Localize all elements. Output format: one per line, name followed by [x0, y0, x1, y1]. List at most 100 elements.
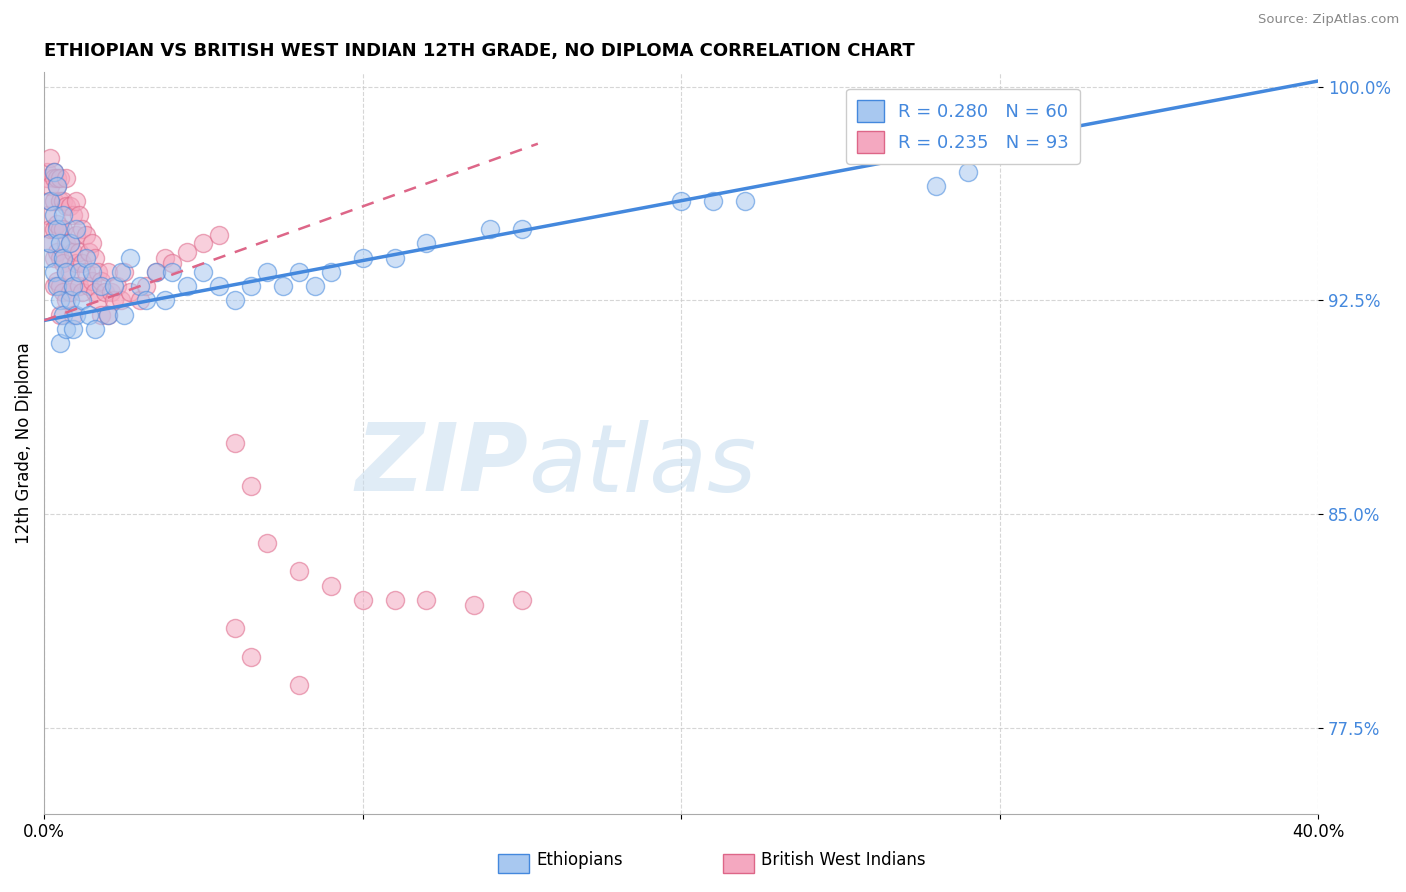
Point — [80, 265, 103, 279]
Point — [75, 265, 97, 279]
Point — [240, 479, 263, 493]
Point — [39, 194, 62, 208]
Point — [65, 256, 87, 270]
Point — [193, 265, 215, 279]
Point — [90, 308, 112, 322]
Point — [288, 265, 311, 279]
Point — [55, 170, 77, 185]
Point — [145, 265, 167, 279]
Point — [49, 251, 72, 265]
Point — [52, 208, 75, 222]
Point — [52, 308, 75, 322]
Point — [67, 208, 90, 222]
Point — [463, 599, 485, 613]
Point — [45, 170, 67, 185]
Point — [45, 179, 67, 194]
Text: Ethiopians: Ethiopians — [536, 851, 623, 869]
Point — [110, 293, 132, 308]
Point — [49, 194, 72, 208]
Point — [352, 592, 374, 607]
Point — [52, 194, 75, 208]
Point — [49, 279, 72, 293]
Point — [58, 236, 80, 251]
Point — [55, 236, 77, 251]
Point — [72, 293, 94, 308]
Point — [208, 279, 231, 293]
Point — [319, 265, 342, 279]
Point — [103, 279, 125, 293]
Point — [55, 265, 77, 279]
Point — [37, 251, 59, 265]
Point — [160, 265, 183, 279]
Point — [669, 194, 692, 208]
Point — [49, 170, 72, 185]
Text: British West Indians: British West Indians — [761, 851, 927, 869]
Point — [90, 279, 112, 293]
Point — [120, 251, 142, 265]
Point — [135, 293, 157, 308]
Point — [84, 285, 107, 299]
Point — [176, 245, 198, 260]
Point — [702, 194, 724, 208]
Point — [67, 279, 90, 293]
Point — [65, 194, 87, 208]
Point — [135, 279, 157, 293]
Point — [45, 245, 67, 260]
Point — [52, 222, 75, 236]
Point — [65, 227, 87, 242]
Point — [42, 170, 65, 185]
Point — [77, 279, 100, 293]
Point — [128, 293, 150, 308]
Y-axis label: 12th Grade, No Diploma: 12th Grade, No Diploma — [15, 343, 32, 544]
Point — [67, 245, 90, 260]
Point — [271, 279, 294, 293]
Point — [42, 265, 65, 279]
Point — [58, 265, 80, 279]
Point — [58, 293, 80, 308]
Point — [49, 236, 72, 251]
Point — [288, 678, 311, 692]
Point — [62, 279, 84, 293]
Point — [384, 592, 406, 607]
Point — [256, 265, 278, 279]
Point — [415, 236, 437, 251]
Point — [52, 251, 75, 265]
Point — [176, 279, 198, 293]
Point — [62, 322, 84, 336]
Point — [97, 308, 120, 322]
Point — [55, 265, 77, 279]
Point — [75, 251, 97, 265]
Point — [103, 293, 125, 308]
Point — [224, 436, 246, 450]
Point — [93, 285, 115, 299]
Point — [153, 293, 176, 308]
Point — [42, 222, 65, 236]
Point — [112, 308, 135, 322]
Point — [65, 308, 87, 322]
Point — [67, 265, 90, 279]
Point — [208, 227, 231, 242]
Point — [62, 208, 84, 222]
Point — [45, 179, 67, 194]
Point — [62, 245, 84, 260]
Text: ETHIOPIAN VS BRITISH WEST INDIAN 12TH GRADE, NO DIPLOMA CORRELATION CHART: ETHIOPIAN VS BRITISH WEST INDIAN 12TH GR… — [44, 42, 915, 60]
Point — [319, 578, 342, 592]
Point — [49, 293, 72, 308]
Point — [42, 165, 65, 179]
Point — [58, 285, 80, 299]
Point — [58, 236, 80, 251]
Point — [97, 308, 120, 322]
Point — [160, 256, 183, 270]
Point — [110, 265, 132, 279]
Point — [72, 222, 94, 236]
Point — [42, 208, 65, 222]
Point — [62, 279, 84, 293]
Point — [42, 251, 65, 265]
Point — [304, 279, 326, 293]
Point — [37, 208, 59, 222]
Point — [39, 236, 62, 251]
Point — [415, 592, 437, 607]
Text: ZIP: ZIP — [356, 419, 529, 511]
Point — [45, 279, 67, 293]
Point — [62, 308, 84, 322]
